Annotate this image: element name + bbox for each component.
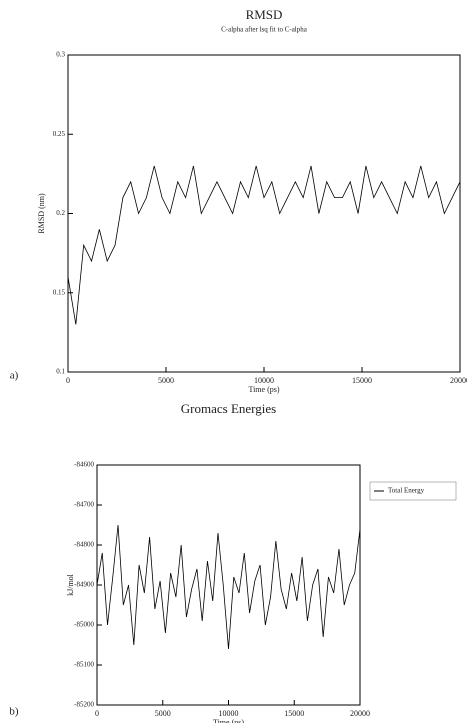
x-axis-label: Time (ps) <box>248 385 279 394</box>
plot-frame <box>96 464 361 706</box>
chart-subtitle: C-alpha after lsq fit to C-alpha <box>221 26 308 34</box>
x-tick-label: 5000 <box>155 709 171 718</box>
x-tick-label: 20000 <box>450 376 467 385</box>
chart-title: Gromacs Energies <box>181 401 276 416</box>
panel-label: b) <box>9 706 19 718</box>
y-axis-label: kJ/mol <box>66 573 75 596</box>
x-tick-label: 0 <box>95 709 99 718</box>
y-tick-label: -84800 <box>74 541 94 549</box>
y-axis-label: RMSD (nm) <box>37 193 46 234</box>
y-tick-label: -85100 <box>74 661 94 669</box>
plot-frame <box>67 54 461 373</box>
legend-label: Total Energy <box>388 487 425 495</box>
y-tick-label: 0.15 <box>53 288 66 296</box>
y-tick-label: -84900 <box>74 581 94 589</box>
x-tick-label: 10000 <box>254 376 274 385</box>
y-tick-label: -84600 <box>74 461 94 469</box>
y-tick-label: 0.25 <box>53 130 66 138</box>
x-tick-label: 15000 <box>284 709 304 718</box>
x-tick-label: 20000 <box>350 709 370 718</box>
data-line <box>67 165 461 325</box>
y-tick-label: 0.1 <box>56 368 65 376</box>
legend-box <box>369 481 457 501</box>
y-tick-label: -85000 <box>74 621 94 629</box>
y-tick-label: -84700 <box>74 501 94 509</box>
chart-title: RMSD <box>246 7 283 22</box>
y-tick-label: 0.3 <box>56 51 65 59</box>
y-tick-label: 0.2 <box>56 209 65 217</box>
x-axis-label: Time (ps) <box>213 718 244 723</box>
x-tick-label: 15000 <box>352 376 372 385</box>
x-tick-label: 0 <box>66 376 70 385</box>
panel-label: a) <box>10 370 19 382</box>
x-tick-label: 10000 <box>219 709 239 718</box>
data-line <box>96 524 361 650</box>
y-tick-label: -85200 <box>74 701 94 709</box>
x-tick-label: 5000 <box>158 376 174 385</box>
